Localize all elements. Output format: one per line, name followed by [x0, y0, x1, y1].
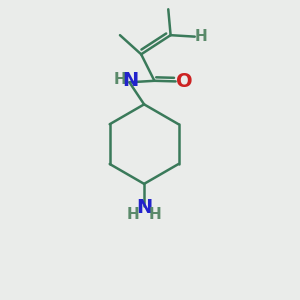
Text: N: N: [136, 198, 152, 217]
Text: H: H: [114, 72, 126, 87]
Text: H: H: [127, 207, 139, 222]
Text: H: H: [149, 207, 162, 222]
Text: H: H: [195, 29, 208, 44]
Text: N: N: [122, 71, 138, 90]
Text: O: O: [176, 72, 192, 91]
